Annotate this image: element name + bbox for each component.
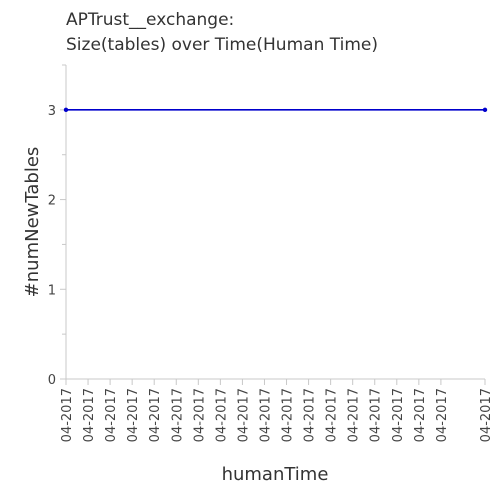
x-tick-label: 04-2017: [214, 388, 229, 442]
x-tick-label: 04-2017: [391, 388, 406, 442]
x-axis-label: humanTime: [222, 464, 329, 485]
x-tick-label: 04-2017: [104, 388, 119, 442]
chart-title-line-2: Size(tables) over Time(Human Time): [66, 35, 378, 55]
x-axis: 04-2017 04-2017 04-2017 04-2017 04-2017 04-20…: [60, 378, 494, 442]
data-point: [63, 107, 69, 113]
y-axis-label: #numNewTables: [22, 147, 43, 298]
x-tick-label: 04-2017: [126, 388, 141, 442]
x-tick-label: 04-2017: [258, 388, 273, 442]
y-tick-label: 1: [48, 283, 56, 298]
x-tick-label: 04-2017: [60, 388, 75, 442]
y-axis: 0 1 2 3: [48, 64, 67, 388]
x-tick-label: 04-2017: [347, 388, 362, 442]
x-tick-label: 04-2017: [82, 388, 97, 442]
x-tick-label: 04-2017: [281, 388, 296, 442]
plot-area: [63, 107, 488, 113]
x-tick-label: 04-2017: [303, 388, 318, 442]
x-tick-label: 04-2017: [148, 388, 163, 442]
x-tick-label: 04-2017: [236, 388, 251, 442]
x-tick-label: 04-2017: [413, 388, 428, 442]
chart-title: APTrust__exchange: Size(tables) over Tim…: [66, 10, 378, 55]
y-tick-label: 2: [48, 194, 56, 209]
chart-title-line-1: APTrust__exchange:: [66, 10, 234, 30]
x-tick-label: 04-2017: [479, 388, 494, 442]
x-tick-label: 04-2017: [435, 388, 450, 442]
x-tick-label: 04-2017: [325, 388, 340, 442]
x-tick-label: 04-2017: [369, 388, 384, 442]
y-tick-label: 3: [48, 104, 56, 119]
data-point: [482, 107, 488, 113]
x-tick-label: 04-2017: [170, 388, 185, 442]
y-tick-label: 0: [48, 373, 56, 388]
x-tick-label: 04-2017: [192, 388, 207, 442]
